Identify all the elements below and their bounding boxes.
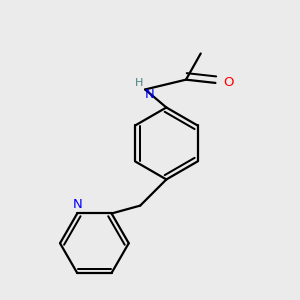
Text: N: N (145, 88, 155, 101)
Text: N: N (72, 197, 82, 211)
Text: O: O (224, 76, 234, 89)
Text: H: H (135, 78, 143, 88)
